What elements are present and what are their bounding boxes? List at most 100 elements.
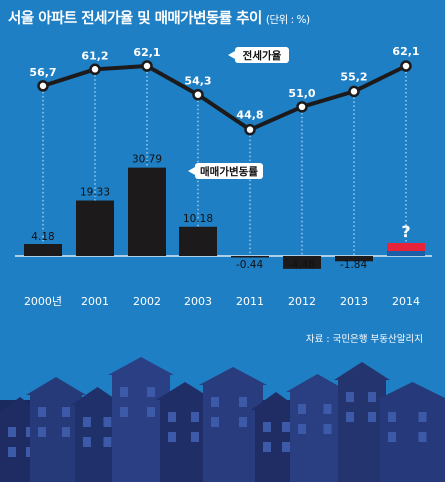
x-tick-label: 2002 xyxy=(133,295,161,308)
chart-title-text: 서울 아파트 전세가율 및 매매가변동률 추이 xyxy=(8,11,262,27)
house-roof xyxy=(71,387,124,405)
bar xyxy=(76,200,114,256)
unit-label: (단위 : %) xyxy=(265,14,310,26)
x-tick-label: 2000년 xyxy=(24,295,62,308)
line-value-label: 62,1 xyxy=(392,45,419,58)
pending-bar-bottom xyxy=(387,251,425,256)
house-window xyxy=(282,442,290,452)
chart-title: 서울 아파트 전세가율 및 매매가변동률 추이 (단위 : %) xyxy=(8,7,310,28)
house-window xyxy=(211,397,219,407)
bar xyxy=(335,256,373,262)
house-roof xyxy=(108,357,174,375)
house-window xyxy=(418,412,427,422)
line-marker xyxy=(37,80,49,92)
house-window xyxy=(368,412,376,422)
house-window xyxy=(83,417,91,427)
line-marker xyxy=(89,63,101,76)
house-window xyxy=(368,392,376,402)
house-roof xyxy=(156,382,214,400)
house-window xyxy=(323,424,332,434)
x-tick-label: 2014 xyxy=(392,295,420,308)
house-window xyxy=(168,412,176,422)
house-window xyxy=(388,432,396,442)
line-marker xyxy=(244,123,256,136)
house-window xyxy=(211,417,219,427)
house-window xyxy=(323,404,332,414)
house-window xyxy=(8,427,16,437)
line-marker xyxy=(141,60,153,72)
house-window xyxy=(298,404,306,414)
house-body xyxy=(338,380,386,482)
house-window xyxy=(147,407,155,417)
bar-value-label: -1.84 xyxy=(340,259,367,271)
x-tick-label: 2001 xyxy=(81,295,109,308)
bar-value-label: -0.44 xyxy=(236,259,263,271)
line-value-label: 56,7 xyxy=(29,66,56,79)
house-window xyxy=(147,387,155,397)
line-value-label: 44,8 xyxy=(236,109,263,122)
bar-value-label: 10.18 xyxy=(183,213,213,225)
house-roof xyxy=(334,362,390,380)
line-marker xyxy=(348,85,360,98)
house-window xyxy=(418,432,427,442)
question-mark-label: ? xyxy=(401,222,410,241)
house-roof xyxy=(251,392,301,410)
house-window xyxy=(120,407,128,417)
line-value-label: 54,3 xyxy=(184,75,211,88)
houses-illustration xyxy=(0,357,445,482)
line-series xyxy=(42,64,407,132)
bar-value-label: 19.33 xyxy=(80,187,110,199)
house-roof xyxy=(376,382,445,400)
house-window xyxy=(239,397,247,407)
line-value-label: 62,1 xyxy=(133,46,160,59)
line-value-label: 61,2 xyxy=(81,49,108,62)
house-window xyxy=(263,422,271,432)
house-window xyxy=(191,412,199,422)
bar-series-label: 매매가변동률 xyxy=(200,165,258,178)
house-window xyxy=(346,412,354,422)
bar-callout-box xyxy=(195,163,263,179)
house-window xyxy=(239,417,247,427)
line-marker xyxy=(296,101,308,113)
bar xyxy=(231,256,269,258)
bar xyxy=(283,256,321,269)
bar-value-label: 4.18 xyxy=(31,231,54,243)
bar xyxy=(179,226,217,256)
house-body xyxy=(160,400,210,482)
house-window xyxy=(282,422,290,432)
bar xyxy=(24,244,62,256)
bar xyxy=(128,167,166,256)
house-window xyxy=(120,387,128,397)
house-window xyxy=(8,447,16,457)
house-window xyxy=(388,412,396,422)
x-tick-label: 2012 xyxy=(288,295,316,308)
bar-value-label: 30.79 xyxy=(132,154,162,166)
x-tick-label: 2013 xyxy=(340,295,368,308)
line-callout-pointer xyxy=(228,51,235,59)
x-tick-label: 2011 xyxy=(236,295,264,308)
house-window xyxy=(168,432,176,442)
house-window xyxy=(38,407,46,417)
line-value-label: 55,2 xyxy=(340,70,367,83)
bar-callout-pointer xyxy=(188,167,195,175)
line-marker xyxy=(192,88,204,101)
house-roof xyxy=(199,367,267,385)
house-window xyxy=(263,442,271,452)
line-callout-box xyxy=(235,47,289,63)
house-roof xyxy=(286,374,349,392)
house-window xyxy=(346,392,354,402)
house-window xyxy=(191,432,199,442)
house-window xyxy=(62,427,70,437)
house-window xyxy=(103,437,112,447)
house-roof xyxy=(26,377,86,395)
house-body xyxy=(30,395,82,482)
line-series-label: 전세가율 xyxy=(243,49,282,62)
house-window xyxy=(103,417,112,427)
x-tick-label: 2003 xyxy=(184,295,212,308)
house-window xyxy=(298,424,306,434)
line-value-label: 51,0 xyxy=(288,87,315,100)
bar-value-label: -4.48 xyxy=(288,259,315,271)
house-window xyxy=(38,427,46,437)
